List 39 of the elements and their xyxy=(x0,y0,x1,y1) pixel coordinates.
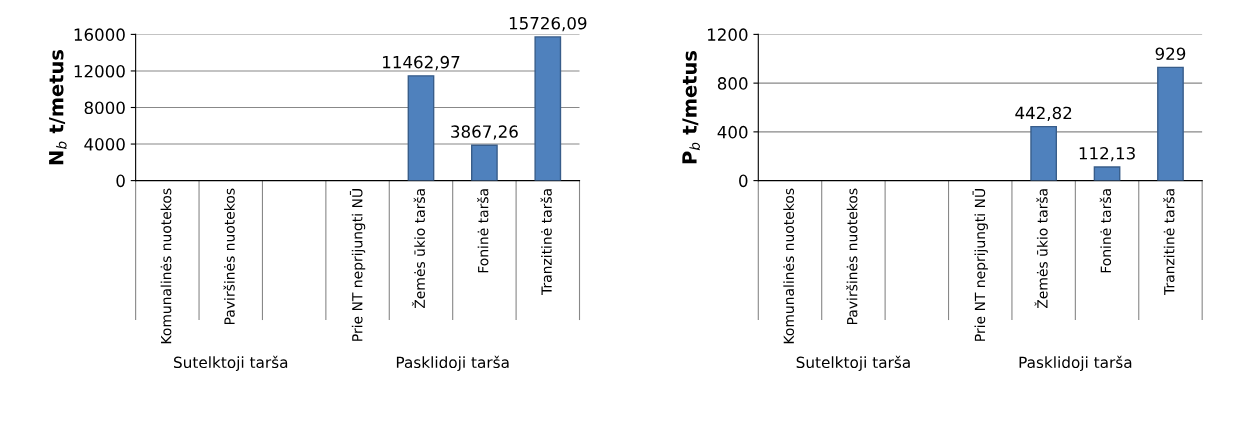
data-label: 442,82 xyxy=(1015,106,1072,121)
x-tick-label: Komunalinės nuotekos xyxy=(160,188,172,344)
data-label: 929 xyxy=(1155,47,1186,61)
bar xyxy=(1093,166,1121,181)
bar xyxy=(471,144,498,181)
x-tick-label: Foninė tarša xyxy=(477,189,489,273)
data-label: 15726,09 xyxy=(509,16,587,32)
text: Pasklidoji tarša xyxy=(396,355,509,372)
x-tick-label: Tranzitinė tarša xyxy=(1163,189,1175,296)
text: Pasklidoji tarša xyxy=(1019,355,1132,372)
y-axis-title: P$_{b}$ t/metus xyxy=(682,51,700,164)
data-label: 112,13 xyxy=(1079,146,1135,162)
y-tick-label: 0 xyxy=(739,174,748,188)
text: Sutelktoji tarša xyxy=(796,355,910,372)
y-tick-label: 400 xyxy=(717,125,748,139)
bar xyxy=(534,36,562,181)
bar xyxy=(407,75,435,181)
x-tick-label: Foninė tarša xyxy=(1099,189,1112,273)
x-tick-label: Tranzitinė tarša xyxy=(540,189,552,296)
y-tick-label: 800 xyxy=(717,77,748,90)
data-label: 3867,26 xyxy=(451,125,518,140)
text: Sutelktoji tarša xyxy=(174,355,288,372)
bar xyxy=(1157,66,1184,181)
y-tick-label: 16000 xyxy=(74,28,125,41)
y-tick-label: 0 xyxy=(116,174,125,188)
x-tick-label: Žemės ūkio tarša xyxy=(411,189,426,309)
x-tick-label: Paviršinės nuotekos xyxy=(846,188,858,325)
y-tick-label: 8000 xyxy=(84,101,125,115)
x-tick-label: Žemės ūkio tarša xyxy=(1034,189,1048,309)
data-label: 11462,97 xyxy=(383,55,460,71)
y-tick-label: 1200 xyxy=(707,28,748,41)
bar xyxy=(1030,125,1058,181)
x-tick-label: Komunalinės nuotekos xyxy=(783,188,795,344)
y-tick-label: 4000 xyxy=(84,138,125,151)
y-axis-title: N$_{b}$ t/metus xyxy=(49,49,67,165)
x-tick-label: Prie NT neprijungti NŪ xyxy=(349,189,366,341)
x-tick-label: Paviršinės nuotekos xyxy=(223,188,235,325)
y-tick-label: 12000 xyxy=(74,64,125,78)
x-tick-label: Prie NT neprijungti NŪ xyxy=(972,189,988,341)
